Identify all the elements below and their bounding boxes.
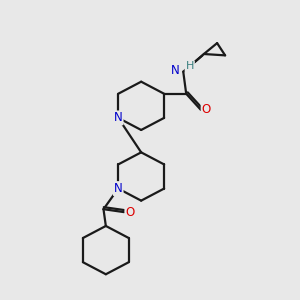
Text: O: O	[125, 206, 135, 219]
Text: N: N	[114, 111, 123, 124]
Text: N: N	[114, 182, 123, 195]
Text: O: O	[202, 103, 211, 116]
Text: H: H	[185, 61, 194, 71]
Text: N: N	[171, 64, 179, 77]
